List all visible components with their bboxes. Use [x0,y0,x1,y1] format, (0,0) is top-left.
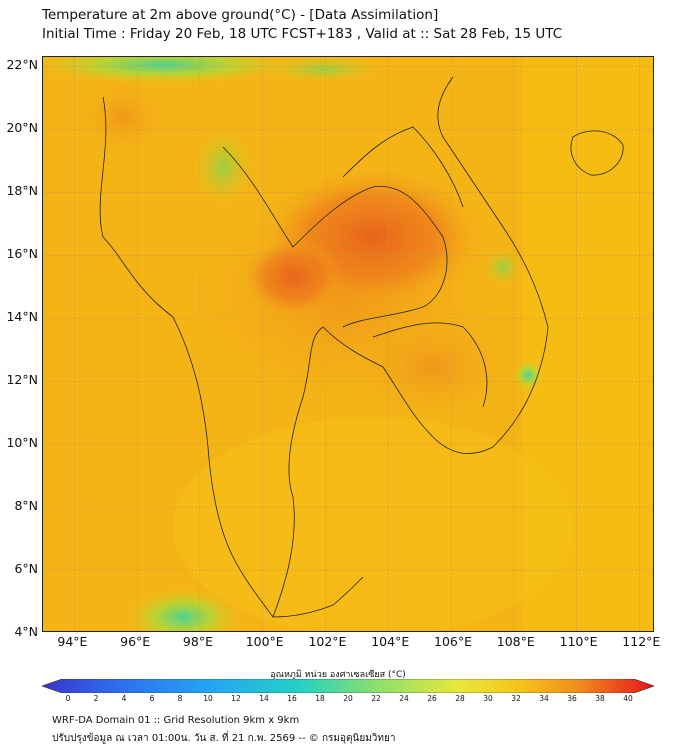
colorbar-tick: 28 [455,694,465,703]
lon-label: 108°E [496,634,535,649]
gridlines [43,57,653,631]
gulf-coast [322,326,494,454]
colorbar-tick: 32 [511,694,521,703]
warm-zone-myanmar [73,77,173,157]
lat-label: 20°N [6,120,38,136]
colorbar-tick: 34 [539,694,549,703]
malaysia-coast [272,576,364,618]
colorbar-tick: 2 [93,694,99,703]
cool-zone-sea-north [263,57,383,83]
colorbar-tick: 38 [595,694,605,703]
colorbar-tick: 20 [343,694,353,703]
colorbar [42,679,654,693]
lat-label: 14°N [6,309,38,325]
colorbar-tick: 26 [427,694,437,703]
cool-zone-north-mountains [193,127,253,207]
lon-label: 96°E [120,634,151,649]
hainan-island [570,130,624,176]
coastlines [99,76,624,618]
lon-label: 94°E [57,634,88,649]
colorbar-tick: 10 [203,694,213,703]
border-thailand [222,146,448,328]
cool-zone-vietnam [512,359,544,391]
chart-title: Temperature at 2m above ground(°C) - [Da… [42,7,439,23]
lon-label: 98°E [182,634,213,649]
lon-label: 102°E [308,634,347,649]
colorbar-tick: 40 [623,694,633,703]
thai-peninsula-east [272,326,324,618]
lat-label: 22°N [6,57,38,73]
colorbar-tick: 14 [259,694,269,703]
lat-label: 4°N [14,624,38,639]
colorbar-tick: 24 [399,694,409,703]
lon-label: 106°E [434,634,473,649]
lat-label: 6°N [14,561,38,577]
chart-subtitle: Initial Time : Friday 20 Feb, 18 UTC FCS… [42,26,563,42]
lon-label: 112°E [622,634,661,649]
myanmar-coast [99,96,274,618]
colorbar-tick: 30 [483,694,493,703]
lat-label: 18°N [6,183,38,199]
colorbar-tick: 16 [287,694,297,703]
lat-label: 8°N [14,498,38,514]
border-cambodia [372,322,488,408]
colorbar-tick: 22 [371,694,381,703]
hot-zone-central-plain [243,237,343,317]
colorbar-tick: 4 [121,694,127,703]
vietnam-coast [437,76,549,448]
lat-label: 12°N [6,372,38,388]
cool-zone-sumatra [123,587,243,631]
lat-label: 10°N [6,435,38,451]
colorbar-title: อุณหภูมิ หน่วย องศาเซลเซียส (°C) [270,670,406,680]
colorbar-tick: 8 [177,694,183,703]
footer-update-info: ปรับปรุงข้อมูล ณ เวลา 01:00น. วัน ส. ที่… [52,733,396,744]
colorbar-tick: 6 [149,694,155,703]
border-laos [342,126,464,208]
lon-label: 100°E [245,634,284,649]
lat-label: 16°N [6,246,38,262]
colorbar-tick: 12 [231,694,241,703]
colorbar-tick: 18 [315,694,325,703]
lon-label: 110°E [559,634,598,649]
footer-model-info: WRF-DA Domain 01 :: Grid Resolution 9km … [52,715,300,726]
warm-zone-cambodia [343,307,523,427]
colorbar-body [42,679,654,693]
gulf-zone [173,417,573,631]
cool-zone-north-edge [43,57,303,85]
temperature-map [42,56,654,632]
colorbar-tick: 0 [65,694,71,703]
cool-zone-highlands [483,247,523,287]
lon-label: 104°E [371,634,410,649]
colorbar-tick: 36 [567,694,577,703]
map-canvas [43,57,653,631]
